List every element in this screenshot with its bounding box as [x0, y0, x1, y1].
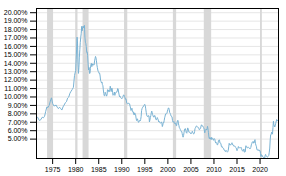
svg-text:1975: 1975: [45, 166, 61, 173]
svg-text:1985: 1985: [91, 166, 107, 173]
svg-text:2015: 2015: [229, 166, 245, 173]
svg-text:20.00%: 20.00%: [4, 9, 28, 16]
svg-text:1980: 1980: [68, 166, 84, 173]
svg-text:17.00%: 17.00%: [4, 34, 28, 41]
svg-text:8.00%: 8.00%: [8, 110, 28, 117]
svg-text:6.00%: 6.00%: [8, 127, 28, 134]
svg-text:9.00%: 9.00%: [8, 102, 28, 109]
svg-text:2010: 2010: [206, 166, 222, 173]
svg-text:7.00%: 7.00%: [8, 119, 28, 126]
svg-text:2000: 2000: [160, 166, 176, 173]
svg-text:1990: 1990: [114, 166, 130, 173]
svg-text:12.00%: 12.00%: [4, 76, 28, 83]
svg-text:10.00%: 10.00%: [4, 93, 28, 100]
svg-text:13.00%: 13.00%: [4, 68, 28, 75]
svg-text:15.00%: 15.00%: [4, 51, 28, 58]
svg-text:19.00%: 19.00%: [4, 17, 28, 24]
svg-text:14.00%: 14.00%: [4, 60, 28, 67]
svg-text:11.00%: 11.00%: [4, 85, 27, 92]
svg-text:16.00%: 16.00%: [4, 43, 28, 50]
svg-text:2005: 2005: [183, 166, 199, 173]
svg-text:2020: 2020: [252, 166, 268, 173]
svg-text:1995: 1995: [137, 166, 153, 173]
svg-text:18.00%: 18.00%: [4, 26, 28, 33]
svg-text:5.00%: 5.00%: [8, 135, 28, 142]
